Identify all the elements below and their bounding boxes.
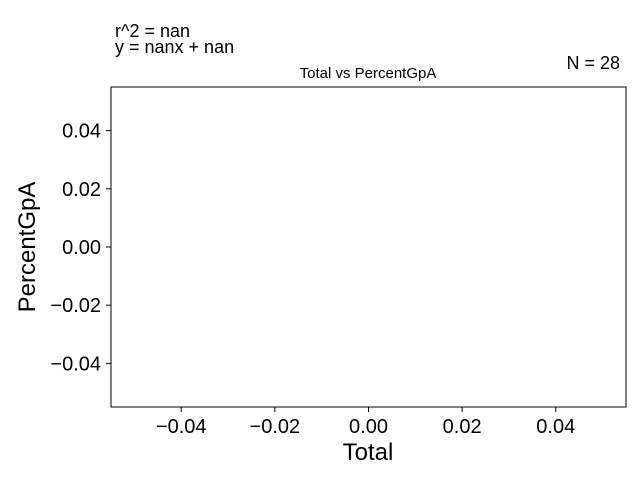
sample-count-annotation: N = 28 xyxy=(566,53,620,73)
regression-equation-annotation: y = nanx + nan xyxy=(115,37,234,57)
x-tick-label: 0.00 xyxy=(349,416,388,438)
y-axis-ticks: 0.04 0.02 0.00 −0.02 −0.04 xyxy=(50,121,111,375)
plot-area xyxy=(110,86,627,408)
x-tick-label: −0.02 xyxy=(250,416,301,438)
x-axis-ticks: −0.04 −0.02 0.00 0.02 0.04 xyxy=(156,407,575,438)
r-squared-annotation: r^2 = nan xyxy=(115,21,190,41)
chart-title: Total vs PercentGpA xyxy=(300,65,437,82)
x-tick-label: 0.02 xyxy=(443,416,482,438)
y-tick-label: 0.04 xyxy=(62,121,101,143)
x-tick-label: 0.04 xyxy=(536,416,575,438)
x-tick-label: −0.04 xyxy=(156,416,207,438)
y-tick-label: 0.00 xyxy=(62,237,101,259)
y-tick-label: −0.02 xyxy=(50,295,101,317)
x-axis-label: Total xyxy=(343,439,394,466)
y-tick-label: 0.02 xyxy=(62,179,101,201)
y-tick-label: −0.04 xyxy=(50,353,101,375)
y-axis-label: PercentGpA xyxy=(14,182,41,313)
